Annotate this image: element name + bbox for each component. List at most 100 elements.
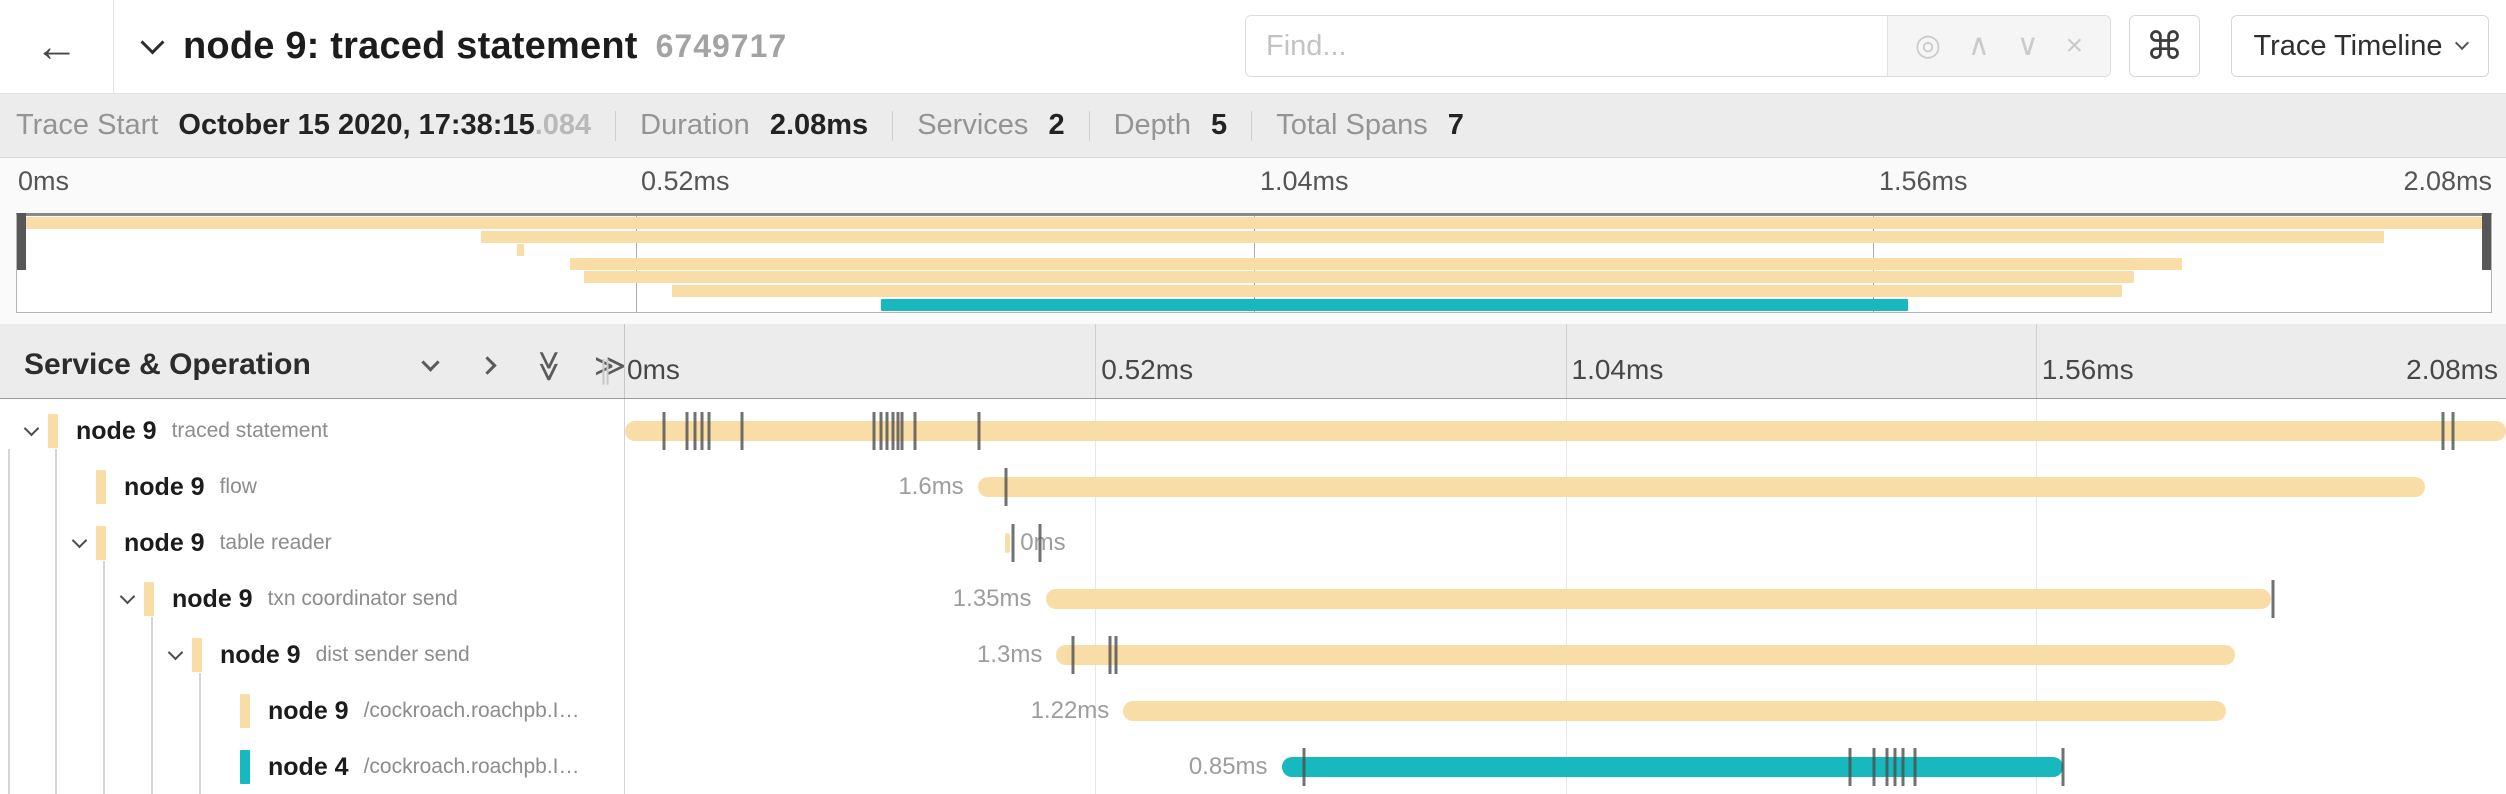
expand-one-icon[interactable] <box>475 350 505 380</box>
log-event-tick[interactable] <box>913 412 917 450</box>
log-event-tick[interactable] <box>700 412 704 450</box>
log-event-tick[interactable] <box>740 412 744 450</box>
log-event-tick[interactable] <box>1011 524 1015 562</box>
minimap-span-bar <box>880 298 1909 311</box>
span-name-cell[interactable]: node 4/cockroach.roachpb.I… <box>0 739 625 794</box>
minimap-canvas[interactable] <box>16 213 2492 313</box>
tree-guide-line <box>199 673 201 794</box>
collapse-one-icon[interactable] <box>415 350 445 380</box>
log-event-tick[interactable] <box>891 412 895 450</box>
span-name-cell[interactable]: node 9 dist sender send <box>0 627 625 683</box>
log-event-tick[interactable] <box>1893 748 1897 786</box>
column-divider[interactable] <box>624 399 625 794</box>
next-result-icon[interactable]: ∨ <box>2016 29 2039 62</box>
span-bar-cell[interactable]: 1.22ms <box>625 683 2506 739</box>
minimap-span-bar <box>516 244 524 257</box>
span-name-cell[interactable]: node 9 traced statement <box>0 403 625 459</box>
span-row[interactable]: node 9/cockroach.roachpb.I… 1.22ms <box>0 683 2506 739</box>
span-bar-cell[interactable]: 0ms <box>625 515 2506 571</box>
expander-cell[interactable] <box>110 588 144 605</box>
service-name: node 4 <box>268 752 349 781</box>
log-event-tick[interactable] <box>1114 636 1118 674</box>
span-name-cell[interactable]: node 9 txn coordinator send <box>0 571 625 627</box>
span-bar[interactable] <box>1281 757 2063 777</box>
find-input[interactable] <box>1246 16 1887 76</box>
span-bar-cell[interactable] <box>625 403 2506 459</box>
span-bar-cell[interactable]: 1.3ms <box>625 627 2506 683</box>
viewport-handle-left[interactable] <box>17 213 26 270</box>
span-row[interactable]: node 4/cockroach.roachpb.I… 0.85ms <box>0 739 2506 794</box>
column-resizer-handle[interactable]: ∥ <box>599 355 614 385</box>
span-bar[interactable] <box>1004 533 1011 553</box>
span-row[interactable]: node 9 txn coordinator send 1.35ms <box>0 571 2506 627</box>
log-event-tick[interactable] <box>2061 748 2065 786</box>
log-event-tick[interactable] <box>977 412 981 450</box>
collapse-all-icon[interactable]: ≫ <box>532 350 567 383</box>
summary-item: Depth 5 <box>1114 109 1228 142</box>
back-button[interactable]: ← <box>0 0 114 93</box>
log-event-tick[interactable] <box>685 412 689 450</box>
keyboard-shortcuts-button[interactable]: ⌘ <box>2129 15 2200 77</box>
chevron-down-icon[interactable] <box>140 30 165 55</box>
clear-search-icon[interactable]: × <box>2065 29 2084 62</box>
span-bar[interactable] <box>977 477 2425 497</box>
span-name-cell[interactable]: node 9/cockroach.roachpb.I… <box>0 683 625 739</box>
expander-cell[interactable] <box>14 420 48 437</box>
span-name-cell[interactable]: node 9 flow <box>0 459 625 515</box>
minimap-tick-labels: 0ms 0.52ms 1.04ms 1.56ms 2.08ms <box>16 166 2492 202</box>
span-bar-cell[interactable]: 1.6ms <box>625 459 2506 515</box>
log-event-tick[interactable] <box>1108 636 1112 674</box>
expander-cell[interactable] <box>62 532 96 549</box>
summary-value: 5 <box>1211 109 1228 141</box>
log-event-tick[interactable] <box>879 412 883 450</box>
log-event-tick[interactable] <box>707 412 711 450</box>
span-bar[interactable] <box>1123 701 2226 721</box>
log-event-tick[interactable] <box>2451 412 2455 450</box>
chevron-down-icon <box>71 532 87 549</box>
log-event-tick[interactable] <box>872 412 876 450</box>
span-duration-label: 0ms <box>1020 529 1066 556</box>
log-event-tick[interactable] <box>662 412 666 450</box>
operation-name: txn coordinator send <box>267 587 458 610</box>
log-event-tick[interactable] <box>2441 412 2445 450</box>
service-color-swatch <box>48 414 58 448</box>
arrow-left-icon: ← <box>34 21 79 71</box>
log-event-tick[interactable] <box>1901 748 1905 786</box>
operation-name: flow <box>219 475 257 498</box>
log-event-tick[interactable] <box>1071 636 1075 674</box>
span-bar-cell[interactable]: 1.35ms <box>625 571 2506 627</box>
service-color-swatch <box>240 750 250 784</box>
span-name-cell[interactable]: node 9 table reader <box>0 515 625 571</box>
span-row[interactable]: node 9 traced statement <box>0 403 2506 459</box>
span-row[interactable]: node 9 flow 1.6ms <box>0 459 2506 515</box>
service-color-swatch <box>240 694 250 728</box>
span-bar-cell[interactable]: 0.85ms <box>625 739 2506 794</box>
log-event-tick[interactable] <box>1302 748 1306 786</box>
span-duration-label: 1.35ms <box>952 585 1032 612</box>
span-bar[interactable] <box>1056 645 2235 665</box>
view-selector-dropdown[interactable]: Trace Timeline <box>2231 15 2489 77</box>
log-event-tick[interactable] <box>1848 748 1852 786</box>
log-event-tick[interactable] <box>900 412 904 450</box>
log-event-tick[interactable] <box>2271 580 2275 618</box>
span-row[interactable]: node 9 dist sender send 1.3ms <box>0 627 2506 683</box>
expander-cell[interactable] <box>158 644 192 661</box>
prev-result-icon[interactable]: ∧ <box>1967 29 1990 62</box>
log-event-tick[interactable] <box>693 412 697 450</box>
log-event-tick[interactable] <box>1004 468 1008 506</box>
viewport-handle-right[interactable] <box>2482 213 2491 270</box>
span-bar[interactable] <box>1045 589 2271 609</box>
expand-all-icon[interactable]: ≫ <box>593 347 627 383</box>
log-event-tick[interactable] <box>1885 748 1889 786</box>
locate-icon[interactable]: ◎ <box>1914 29 1942 62</box>
log-event-tick[interactable] <box>885 412 889 450</box>
span-bar[interactable] <box>625 421 2506 441</box>
log-event-tick[interactable] <box>1913 748 1917 786</box>
log-event-tick[interactable] <box>1872 748 1876 786</box>
minimap-span-bar <box>480 230 2384 243</box>
log-event-tick[interactable] <box>1038 524 1042 562</box>
axis-gridline <box>1095 324 1097 398</box>
span-row[interactable]: node 9 table reader 0ms <box>0 515 2506 571</box>
command-icon: ⌘ <box>2145 25 2184 68</box>
log-event-tick[interactable] <box>896 412 900 450</box>
